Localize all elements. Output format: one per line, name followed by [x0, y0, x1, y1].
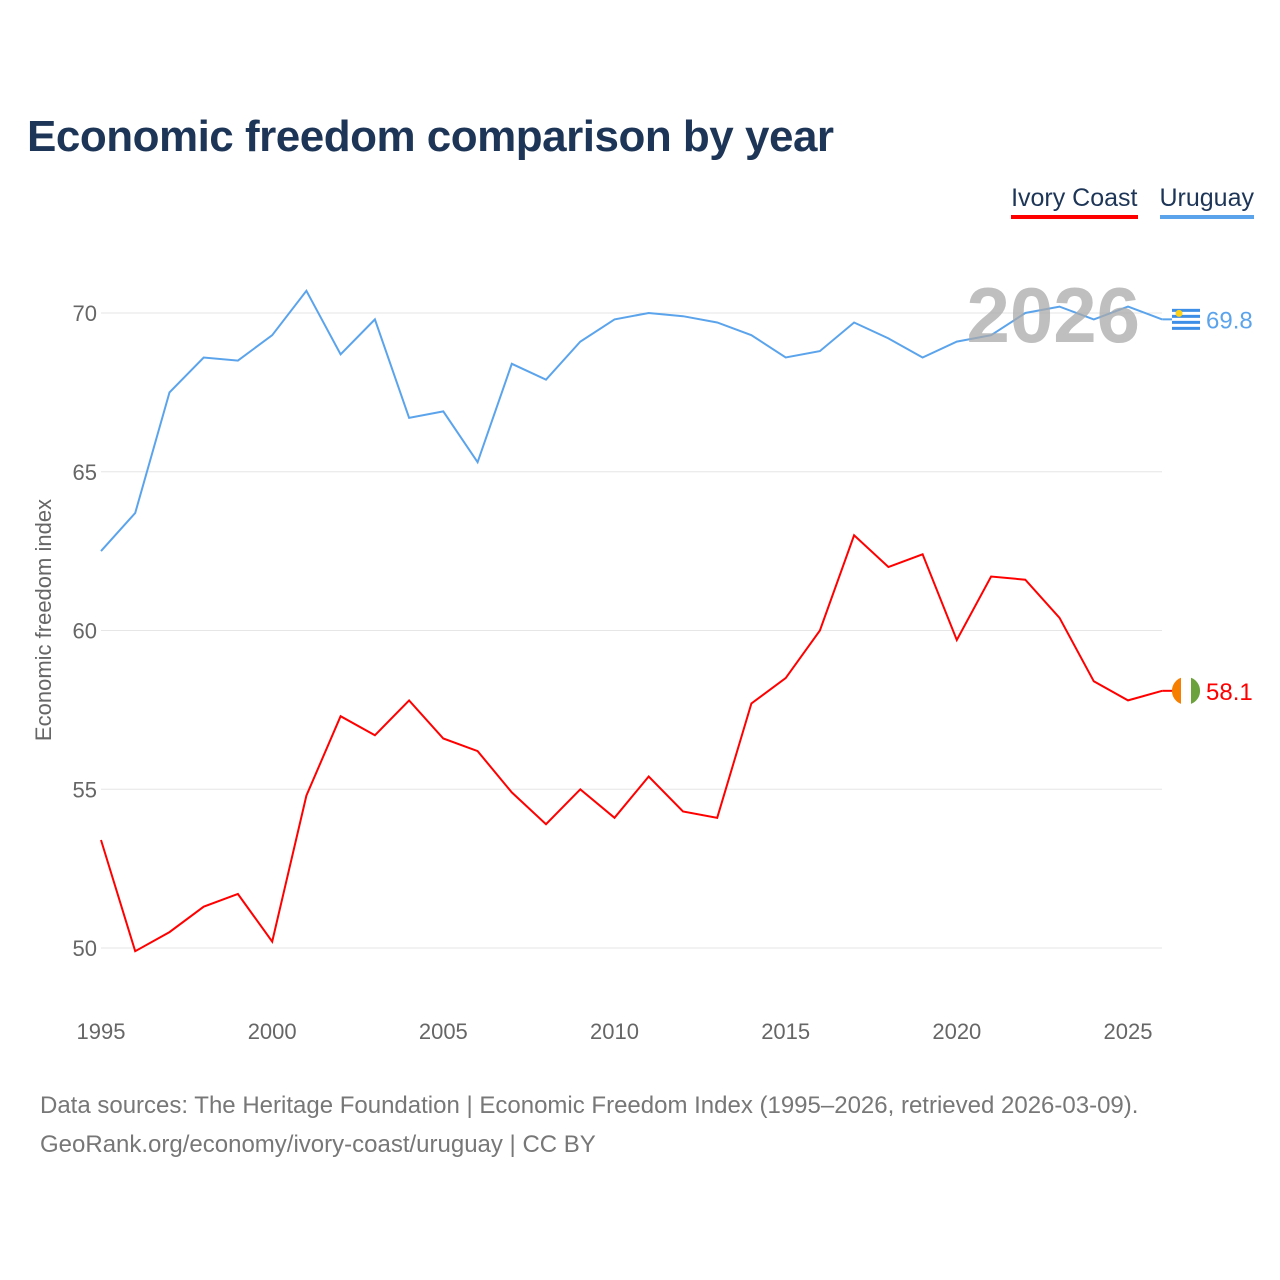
series-line-uruguay	[100, 288, 1163, 552]
footer-link[interactable]: GeoRank.org/economy/ivory-coast/uruguay …	[40, 1131, 596, 1158]
y-tick-label: 50	[73, 936, 97, 961]
flag-stripe	[1172, 326, 1200, 330]
x-tick-label: 2005	[419, 1019, 468, 1044]
y-tick-label: 60	[73, 619, 97, 644]
x-tick-label: 2025	[1104, 1019, 1153, 1044]
legend-uruguay[interactable]: Uruguay	[1159, 184, 1254, 219]
flag-sun	[1175, 309, 1183, 317]
x-tick-label: 2020	[932, 1019, 981, 1044]
chart-title: Economic freedom comparison by year	[27, 112, 834, 161]
legend-ivory-coast[interactable]: Ivory Coast	[1011, 184, 1138, 219]
x-tick-label: 2000	[248, 1019, 297, 1044]
y-tick-label: 55	[73, 777, 97, 802]
y-axis-label: Economic freedom index	[31, 499, 56, 741]
series-line-ivory-coast	[100, 533, 1163, 953]
flag-stripe	[1172, 320, 1200, 324]
x-tick-label: 2010	[590, 1019, 639, 1044]
footer-sources: Data sources: The Heritage Foundation | …	[40, 1092, 1139, 1119]
legend: Ivory Coast Uruguay	[1011, 184, 1254, 219]
x-tick-label: 1995	[77, 1019, 126, 1044]
flag-icon	[1172, 305, 1200, 334]
year-watermark: 2026	[966, 271, 1140, 359]
flag-green	[1191, 677, 1201, 704]
footer: Data sources: The Heritage Foundation | …	[40, 1086, 1138, 1164]
flag-stripe	[1172, 308, 1200, 312]
y-tick-label: 65	[73, 460, 97, 485]
flag-stripe	[1172, 314, 1200, 318]
end-value-label: 69.8	[1206, 307, 1253, 334]
flag-orange	[1171, 677, 1181, 704]
y-tick-label: 70	[73, 301, 97, 326]
x-tick-label: 2015	[761, 1019, 810, 1044]
flag-icon	[1171, 676, 1201, 705]
end-value-label: 58.1	[1206, 679, 1253, 706]
